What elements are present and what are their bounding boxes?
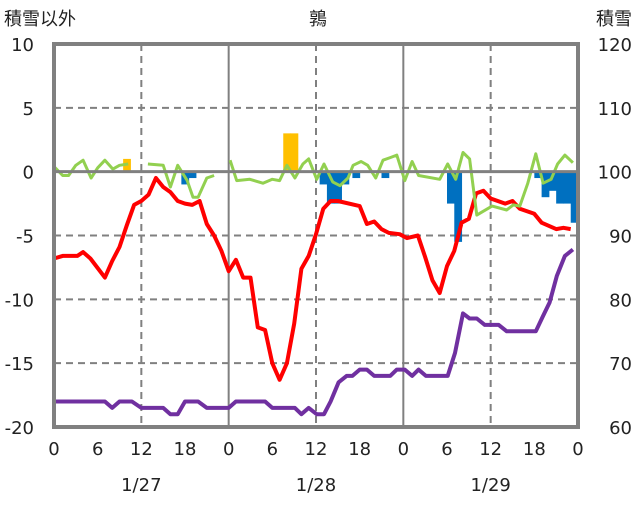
bars (123, 133, 579, 242)
x-tick-label: 6 (267, 439, 278, 460)
x-tick-label: 18 (174, 439, 197, 460)
right-tick-label: 60 (609, 418, 632, 439)
negative-bar (334, 171, 342, 204)
x-tick-label: 0 (48, 439, 59, 460)
plot-frame (52, 42, 580, 429)
positive-bar (290, 133, 299, 172)
x-tick-label: 12 (305, 439, 328, 460)
negative-bar (563, 171, 572, 204)
lines (52, 151, 575, 417)
left-axis-title: 積雪以外 (4, 9, 76, 30)
right-axis-title: 積雪 (596, 9, 632, 30)
negative-bar (534, 171, 543, 179)
left-tick-label: -5 (16, 227, 34, 248)
negative-bar (381, 171, 390, 179)
right-tick-label: 120 (598, 35, 632, 56)
green-series-line (52, 158, 129, 180)
left-tick-label: 0 (23, 163, 34, 184)
left-tick-label: -20 (5, 418, 34, 439)
negative-bar (454, 171, 463, 242)
right-tick-label: 90 (609, 227, 632, 248)
right-tick-label: 70 (609, 354, 632, 375)
negative-bar (326, 171, 335, 204)
negative-bar (541, 171, 550, 198)
negative-bar (447, 171, 455, 204)
right-tick-label: 100 (598, 163, 632, 184)
left-tick-label: 5 (23, 99, 34, 120)
date-label: 1/27 (121, 475, 161, 496)
negative-bar (319, 171, 328, 185)
left-tick-label: 10 (11, 35, 34, 56)
negative-bar (556, 171, 564, 204)
x-tick-label: 0 (398, 439, 409, 460)
left-tick-label: -10 (5, 290, 34, 311)
x-tick-label: 12 (479, 439, 502, 460)
x-tick-label: 18 (348, 439, 371, 460)
x-tick-label: 0 (223, 439, 234, 460)
positive-bar (283, 133, 292, 172)
grid (54, 44, 578, 427)
negative-bar (341, 171, 350, 185)
red-series-line (53, 176, 572, 382)
x-tick-label: 18 (523, 439, 546, 460)
x-tick-label: 6 (92, 439, 103, 460)
left-tick-label: -15 (5, 354, 34, 375)
right-tick-label: 80 (609, 290, 632, 311)
chart-title: 鶉 (309, 9, 327, 30)
right-tick-label: 110 (598, 99, 632, 120)
negative-bar (548, 171, 557, 191)
negative-bar (188, 171, 197, 179)
negative-bar (352, 171, 361, 179)
date-label: 1/28 (296, 475, 336, 496)
date-label: 1/29 (470, 475, 510, 496)
x-tick-label: 12 (130, 439, 153, 460)
x-tick-label: 6 (441, 439, 452, 460)
plot-border (52, 42, 580, 429)
purple-series-line (54, 247, 575, 417)
negative-bar (570, 171, 579, 223)
x-tick-label: 0 (572, 439, 583, 460)
green-series-line (228, 151, 574, 217)
